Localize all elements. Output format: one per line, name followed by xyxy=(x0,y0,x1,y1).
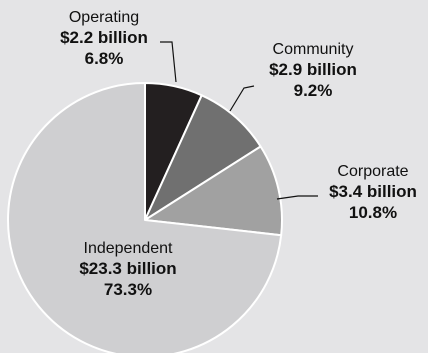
slice-percent: 6.8% xyxy=(85,49,124,68)
slice-amount: $2.9 billion xyxy=(269,60,357,79)
slice-percent: 9.2% xyxy=(294,81,333,100)
leader-line-operating xyxy=(160,41,177,83)
slice-name: Operating xyxy=(69,9,139,26)
leader-lines-layer xyxy=(160,41,318,200)
slice-label-community: Community $2.9 billion 9.2% xyxy=(269,41,357,100)
slice-label-corporate: Corporate $3.4 billion 10.8% xyxy=(329,163,417,222)
pie-slice-corporate xyxy=(144,145,283,237)
leader-line-corporate xyxy=(276,195,318,200)
slice-name: Corporate xyxy=(337,163,408,180)
slice-percent: 73.3% xyxy=(104,280,152,299)
slices-layer xyxy=(7,82,283,353)
slice-name: Community xyxy=(273,41,354,58)
pie-slice-independent xyxy=(7,82,283,353)
labels-layer: Operating $2.2 billion 6.8% Community $2.9 b… xyxy=(60,9,417,299)
slice-amount: $2.2 billion xyxy=(60,28,148,47)
pie-slice-community xyxy=(144,94,262,221)
slice-amount: $3.4 billion xyxy=(329,182,417,201)
slice-label-independent: Independent $23.3 billion 73.3% xyxy=(79,240,176,299)
slice-percent: 10.8% xyxy=(349,203,397,222)
slice-name: Independent xyxy=(84,240,174,257)
slice-label-operating: Operating $2.2 billion 6.8% xyxy=(60,9,148,68)
leader-line-community xyxy=(229,85,255,112)
slice-amount: $23.3 billion xyxy=(79,259,176,278)
